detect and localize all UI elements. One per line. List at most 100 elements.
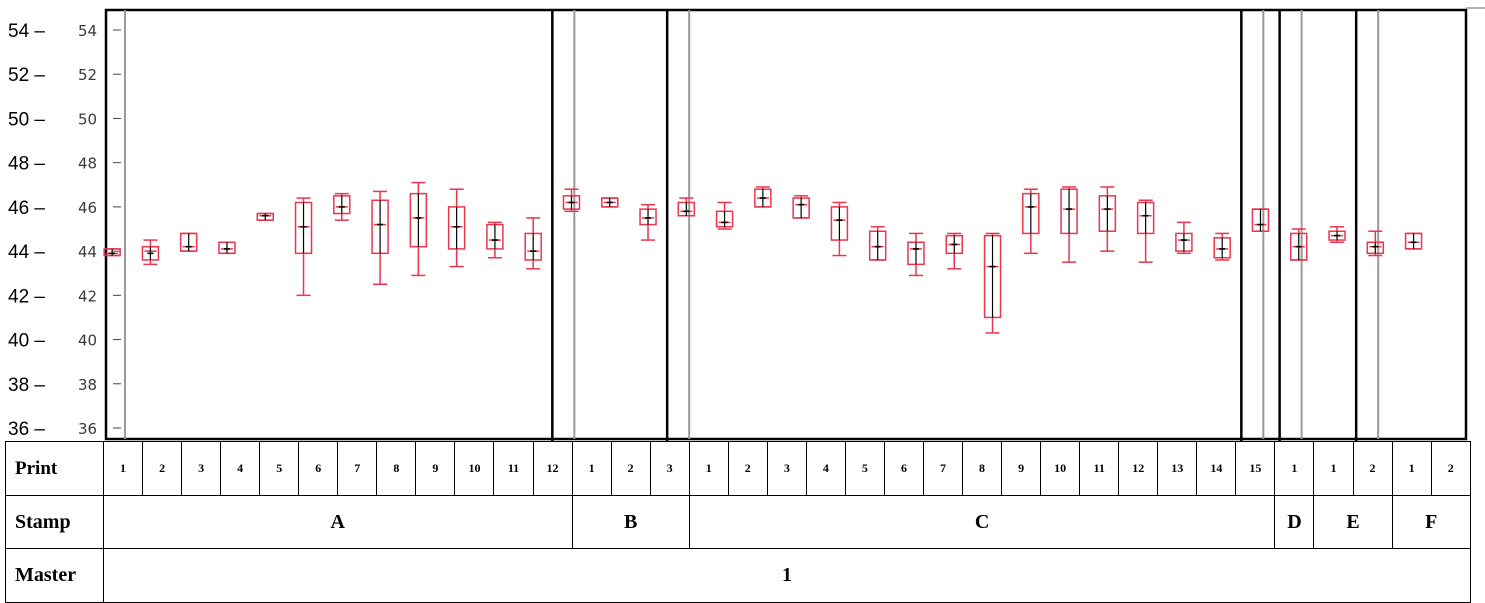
print-cell: 1 [1313, 441, 1354, 496]
box-C-14 [1175, 221, 1193, 255]
print-cell: 2 [1352, 441, 1393, 496]
y-tick-label-inner: 48 [78, 155, 97, 173]
print-cell: 3 [181, 441, 222, 496]
print-cell: 6 [883, 441, 924, 496]
box-A-8 [371, 190, 389, 286]
box-C-15 [1213, 232, 1231, 261]
stamp-cell: E [1313, 495, 1393, 549]
box-C-8 [945, 232, 963, 270]
box-A-1 [103, 248, 121, 257]
box-D-1 [1251, 208, 1270, 232]
box-C-5 [830, 201, 849, 257]
print-cell: 10 [454, 441, 495, 496]
print-cell: 2 [142, 441, 183, 496]
box-B-3 [639, 203, 657, 241]
stamp-cell: B [571, 495, 690, 549]
y-tick-label-inner: 54 [78, 22, 97, 40]
y-tick-label-inner: 40 [78, 332, 97, 350]
box-C-7 [907, 232, 925, 277]
box-C-9 [983, 232, 1002, 334]
print-cell: 13 [1157, 441, 1198, 496]
print-cell: 1 [1391, 441, 1432, 496]
print-cell: 1 [1274, 441, 1315, 496]
box-C-4 [792, 195, 810, 219]
print-cell: 2 [1430, 441, 1472, 496]
box-B-1 [562, 188, 581, 213]
print-cell: 11 [1079, 441, 1120, 496]
print-cell: 7 [337, 441, 378, 496]
box-F-2 [1404, 232, 1423, 250]
print-cell: 8 [962, 441, 1003, 496]
master-value-cell: 1 [103, 548, 1471, 603]
y-tick-label-inner: 36 [78, 420, 97, 438]
stamp-row-label: Stamp [5, 495, 104, 549]
y-tick-label-inner: 38 [78, 376, 97, 394]
y-tick-label-outer: 44 – [8, 242, 45, 263]
print-cell: 15 [1235, 441, 1276, 496]
box-C-10 [1022, 188, 1040, 255]
y-tick-label-outer: 42 – [8, 286, 45, 307]
print-cell: 10 [1040, 441, 1081, 496]
print-cell: 8 [376, 441, 417, 496]
plot-frame [104, 8, 1468, 441]
stamp-cell: A [103, 495, 573, 549]
print-cell: 5 [844, 441, 885, 496]
y-tick-label-outer: 36 – [8, 419, 45, 440]
print-cell: 1 [571, 441, 612, 496]
box-C-2 [715, 201, 734, 230]
box-A-11 [486, 221, 504, 259]
y-tick-label-inner: 42 [78, 287, 97, 305]
box-C-11 [1060, 186, 1078, 263]
y-tick-label-inner: 46 [78, 199, 97, 217]
box-A-6 [294, 197, 313, 297]
master-row: Master 1 [5, 548, 1471, 603]
y-tick-label-outer: 50 – [8, 109, 45, 130]
print-cell: 4 [805, 441, 846, 496]
box-A-5 [256, 212, 274, 221]
master-row-label: Master [5, 548, 104, 603]
print-cell: 5 [259, 441, 300, 496]
print-cell: 9 [415, 441, 456, 496]
box-C-1 [677, 197, 696, 217]
stamp-cell: C [688, 495, 1276, 549]
box-C-13 [1136, 199, 1155, 263]
y-tick-label-outer: 54 – [8, 21, 45, 42]
print-cell: 11 [493, 441, 534, 496]
y-tick-label-inner: 52 [78, 66, 97, 84]
box-C-6 [868, 226, 887, 261]
print-cell: 3 [766, 441, 807, 496]
y-tick-label-outer: 38 – [8, 375, 45, 396]
box-A-9 [409, 181, 428, 277]
boxplot-chart: 36 – 36 38 – 38 40 – 40 42 – 42 44 – 44 46 – 46 48 –… [8, 7, 1485, 442]
box-A-2 [141, 239, 160, 266]
print-cell: 1 [102, 441, 144, 496]
box-A-4 [218, 241, 236, 255]
print-cell: 14 [1196, 441, 1237, 496]
print-cell: 12 [532, 441, 573, 496]
stamp-cell: F [1391, 495, 1472, 549]
box-E-2 [1328, 226, 1346, 244]
box-C-3 [754, 186, 772, 208]
y-tick-label-outer: 48 – [8, 154, 45, 175]
print-row-label: Print [5, 441, 104, 496]
y-tick-label-outer: 40 – [8, 331, 45, 352]
print-cell: 4 [220, 441, 261, 496]
y-tick-label-inner: 44 [78, 243, 97, 261]
print-cell: 9 [1001, 441, 1042, 496]
print-cell: 2 [727, 441, 768, 496]
print-cell: 7 [922, 441, 964, 496]
box-A-10 [447, 188, 466, 268]
print-cell: 6 [298, 441, 339, 496]
stamp-cell: D [1274, 495, 1315, 549]
box-A-12 [524, 217, 542, 270]
print-cell: 1 [688, 441, 729, 496]
variability-grid-table: Print 1 2 3 4 5 6 7 8 9 10 11 12 1 2 3 1 2 3 4 5 6 7 8 9 10 11 12 1… [5, 441, 1472, 603]
box-F-1 [1366, 230, 1385, 257]
box-E-1 [1290, 228, 1308, 261]
box-B-2 [601, 197, 619, 208]
print-cell: 3 [649, 441, 690, 496]
boxplot-chart-svg: 36 – 36 38 – 38 40 – 40 42 – 42 44 – 44 46 – 46 48 –… [8, 7, 1485, 442]
y-tick-label-outer: 52 – [8, 65, 45, 86]
y-tick-label-outer: 46 – [8, 198, 45, 219]
